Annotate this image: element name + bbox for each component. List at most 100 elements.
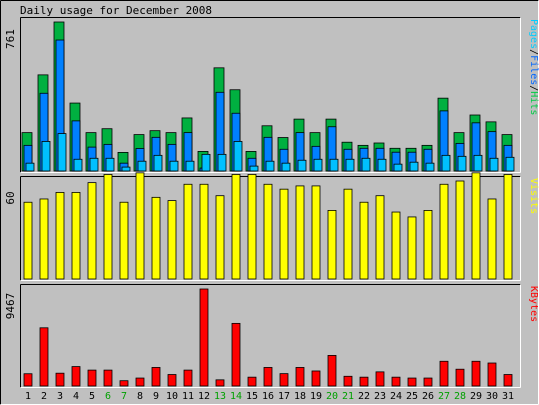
bar-pages-day-11 (185, 160, 195, 172)
bar-kbytes-day-7 (119, 380, 129, 387)
bar-visits-day-21 (343, 188, 353, 280)
day-label-6: 6 (105, 391, 111, 402)
bar-pages-day-14 (233, 141, 243, 172)
bar-kbytes-day-24 (391, 376, 401, 387)
bar-visits-day-20 (327, 209, 337, 280)
bar-pages-day-3 (57, 133, 67, 172)
series-label-part-2: / (528, 49, 539, 55)
panel-3-ymax-label: 9467 (4, 293, 17, 320)
bar-pages-day-31 (505, 156, 515, 172)
day-label-31: 31 (502, 391, 514, 402)
bar-visits-day-22 (359, 201, 369, 280)
day-label-2: 2 (41, 391, 47, 402)
panel-3: 9467 KBytes (4, 284, 539, 388)
day-label-26: 26 (422, 391, 434, 402)
bar-kbytes-day-26 (423, 377, 433, 387)
bar-visits-day-23 (375, 195, 385, 280)
series-label-part-3: Files (528, 55, 539, 85)
bar-kbytes-day-25 (407, 377, 417, 387)
day-label-20: 20 (326, 391, 338, 402)
day-label-19: 19 (310, 391, 322, 402)
bar-visits-day-26 (423, 209, 433, 280)
bar-kbytes-day-21 (343, 375, 353, 387)
bar-pages-day-30 (489, 157, 499, 172)
bar-visits-day-7 (119, 201, 129, 280)
day-label-22: 22 (358, 391, 370, 402)
panel-1-ymax-label: 761 (4, 29, 17, 49)
day-label-3: 3 (57, 391, 63, 402)
bar-kbytes-day-18 (295, 367, 305, 387)
panel-2-series-label: Visits (528, 178, 539, 214)
bar-kbytes-day-4 (71, 366, 81, 387)
day-label-17: 17 (278, 391, 290, 402)
bar-pages-day-27 (441, 154, 451, 172)
bar-visits-day-29 (471, 172, 481, 280)
series-label-part-1: Visits (528, 178, 539, 214)
bar-visits-day-30 (487, 198, 497, 280)
day-label-16: 16 (262, 391, 274, 402)
bar-visits-day-24 (391, 211, 401, 280)
bar-visits-day-13 (215, 195, 225, 280)
bar-kbytes-day-29 (471, 360, 481, 387)
bar-kbytes-day-6 (103, 369, 113, 387)
day-label-15: 15 (246, 391, 258, 402)
bar-visits-day-8 (135, 172, 145, 280)
bar-pages-day-7 (121, 166, 131, 172)
bar-kbytes-day-12 (199, 288, 209, 387)
panel-1: 761 Pages/Files/Hits (4, 17, 539, 173)
day-label-9: 9 (153, 391, 159, 402)
day-label-12: 12 (198, 391, 210, 402)
day-label-4: 4 (73, 391, 79, 402)
bar-pages-day-4 (73, 158, 83, 172)
series-label-part-5: Hits (528, 91, 539, 115)
bar-visits-day-10 (167, 200, 177, 280)
bar-kbytes-day-14 (231, 322, 241, 387)
bar-visits-day-1 (23, 201, 33, 280)
bar-kbytes-day-19 (311, 370, 321, 387)
panel-2-ymax-label: 60 (4, 191, 17, 204)
bar-kbytes-day-31 (503, 374, 513, 387)
bar-kbytes-day-2 (39, 327, 49, 387)
panel-2: 60 Visits (4, 172, 539, 281)
bar-kbytes-day-30 (487, 362, 497, 387)
series-label-part-4: / (528, 85, 539, 91)
panel-1-series-label: Pages/Files/Hits (528, 19, 539, 115)
day-label-5: 5 (89, 391, 95, 402)
bar-pages-day-5 (89, 157, 99, 172)
bar-pages-day-22 (361, 157, 371, 172)
bar-kbytes-day-1 (23, 373, 33, 387)
bar-pages-day-8 (137, 160, 147, 172)
bar-visits-day-2 (39, 198, 49, 280)
bar-pages-day-13 (217, 153, 227, 172)
bar-kbytes-day-15 (247, 376, 257, 387)
day-label-8: 8 (137, 391, 143, 402)
x-axis-day-labels: 1 2 3 4 5 6 7 8 9 10 11 12 13 14 15 16 17 18 19 20 21 22 23 24 2… (25, 391, 514, 402)
bar-pages-day-9 (153, 154, 163, 172)
bar-kbytes-day-3 (55, 372, 65, 387)
day-label-30: 30 (486, 391, 498, 402)
bar-kbytes-day-16 (263, 367, 273, 387)
chart-title: Daily usage for December 2008 (20, 4, 212, 17)
panel-3-series-label: KBytes (528, 286, 539, 322)
bar-visits-day-9 (151, 196, 161, 280)
bar-pages-day-6 (105, 157, 115, 172)
bar-kbytes-day-28 (455, 368, 465, 387)
bar-visits-day-15 (247, 174, 257, 280)
day-label-13: 13 (214, 391, 226, 402)
bar-visits-day-4 (71, 192, 81, 280)
day-label-7: 7 (121, 391, 127, 402)
bar-kbytes-day-10 (167, 374, 177, 387)
bar-pages-day-10 (169, 160, 179, 172)
bar-pages-day-1 (25, 162, 35, 172)
bar-kbytes-day-8 (135, 377, 145, 387)
bar-kbytes-day-27 (439, 360, 449, 387)
bar-visits-day-27 (439, 183, 449, 280)
bar-pages-day-29 (473, 154, 483, 172)
bar-visits-day-12 (199, 183, 209, 280)
day-label-10: 10 (166, 391, 178, 402)
bar-pages-day-2 (41, 141, 51, 172)
bar-pages-day-15 (249, 165, 259, 172)
bar-pages-day-24 (393, 163, 403, 172)
bar-visits-day-14 (231, 174, 241, 280)
